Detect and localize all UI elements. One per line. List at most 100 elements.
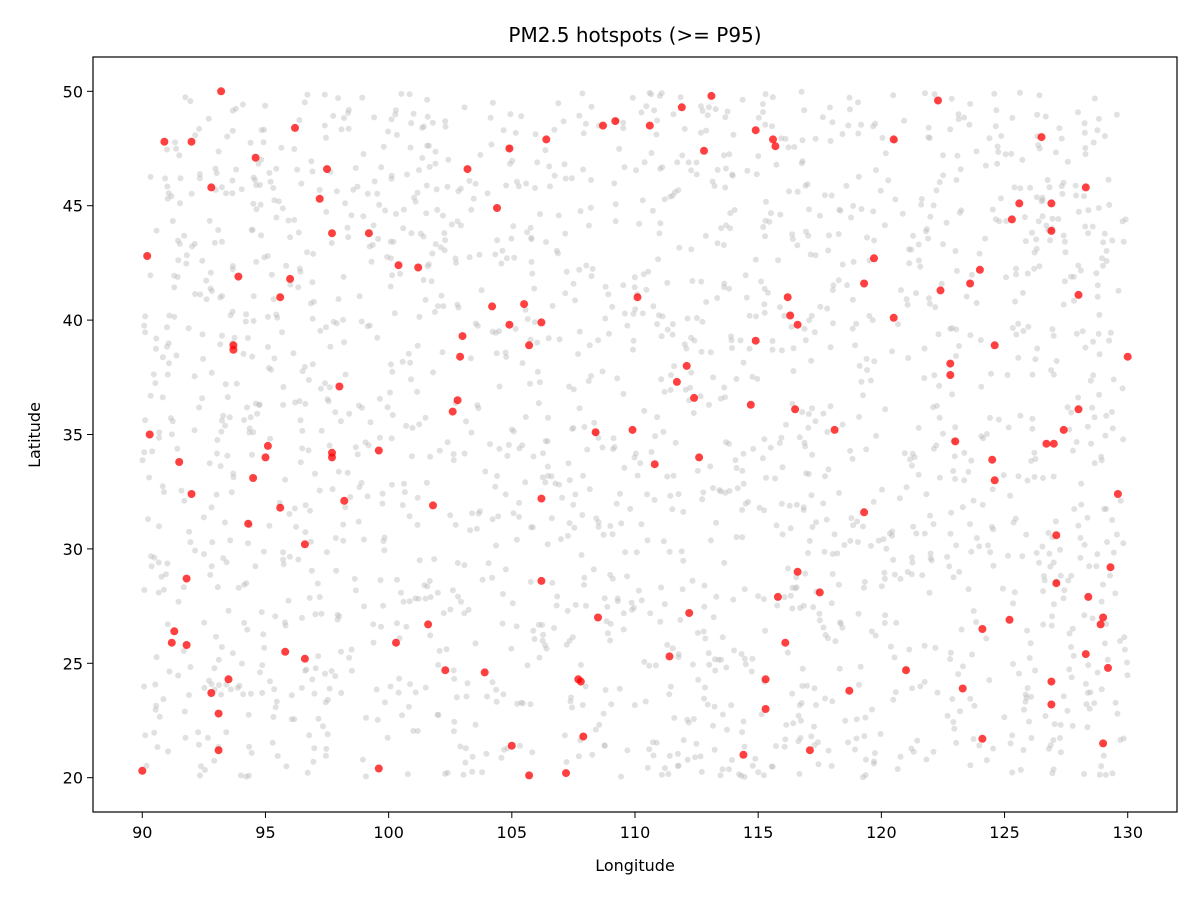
- background-point: [1045, 529, 1052, 536]
- background-point: [805, 471, 812, 477]
- background-point: [589, 751, 596, 758]
- background-point: [159, 483, 166, 490]
- background-point: [587, 204, 594, 211]
- background-point: [513, 623, 520, 630]
- background-point: [593, 515, 600, 522]
- background-point: [910, 523, 917, 530]
- background-point: [961, 477, 968, 484]
- background-point: [760, 596, 767, 603]
- background-point: [285, 217, 292, 224]
- background-point: [142, 417, 149, 424]
- hotspot-point: [328, 229, 336, 238]
- background-point: [1120, 735, 1127, 742]
- background-point: [869, 706, 875, 713]
- background-point: [748, 668, 755, 675]
- background-point: [714, 295, 721, 301]
- background-point: [961, 114, 968, 121]
- background-point: [742, 272, 749, 279]
- background-point: [905, 355, 912, 361]
- background-point: [305, 447, 312, 454]
- background-point: [156, 434, 162, 441]
- background-point: [970, 736, 977, 742]
- background-point: [211, 757, 218, 764]
- background-point: [727, 210, 734, 217]
- background-point: [805, 411, 812, 417]
- background-point: [529, 524, 536, 531]
- background-point: [241, 581, 248, 588]
- background-point: [429, 250, 436, 257]
- background-point: [332, 535, 339, 541]
- background-point: [711, 746, 718, 753]
- background-point: [700, 628, 707, 635]
- background-point: [345, 109, 352, 116]
- background-point: [610, 446, 616, 453]
- background-point: [165, 748, 171, 755]
- background-point: [944, 712, 951, 719]
- background-point: [159, 394, 166, 401]
- background-point: [908, 462, 915, 469]
- background-point: [875, 537, 882, 544]
- hotspot-point: [1037, 133, 1046, 142]
- background-point: [482, 468, 489, 475]
- background-point: [940, 152, 946, 159]
- background-point: [1073, 330, 1080, 337]
- background-point: [1038, 198, 1045, 205]
- background-point: [345, 125, 352, 132]
- background-point: [425, 261, 432, 268]
- background-point: [1094, 282, 1101, 289]
- background-point: [967, 521, 973, 528]
- background-point: [305, 376, 312, 383]
- background-point: [968, 271, 975, 278]
- hotspot-points-layer: [138, 87, 1132, 780]
- background-point: [154, 744, 161, 751]
- hotspot-point: [988, 455, 997, 464]
- background-point: [878, 583, 885, 590]
- background-point: [356, 402, 362, 409]
- background-point: [523, 180, 530, 187]
- background-point: [906, 260, 913, 267]
- background-point: [761, 301, 768, 308]
- background-point: [976, 742, 983, 749]
- background-point: [335, 468, 342, 475]
- background-point: [812, 135, 819, 142]
- background-point: [412, 595, 419, 602]
- background-point: [641, 407, 648, 414]
- background-point: [360, 536, 367, 543]
- background-point: [732, 457, 739, 464]
- background-point: [618, 520, 625, 527]
- background-point: [867, 377, 874, 384]
- background-point: [721, 559, 728, 566]
- background-point: [1049, 215, 1056, 222]
- hotspot-point: [628, 425, 637, 434]
- background-point: [986, 135, 993, 142]
- background-point: [377, 577, 384, 584]
- hotspot-point: [576, 677, 585, 686]
- background-point: [990, 526, 997, 533]
- background-point: [730, 131, 737, 138]
- background-point: [607, 523, 614, 529]
- background-point: [1082, 151, 1089, 158]
- background-point: [1032, 356, 1039, 363]
- background-point: [356, 293, 363, 300]
- background-point: [926, 135, 933, 141]
- background-point: [599, 444, 606, 451]
- background-point: [571, 524, 578, 531]
- background-point: [639, 197, 646, 204]
- background-point: [890, 696, 897, 703]
- background-point: [944, 553, 951, 560]
- background-point: [214, 437, 221, 443]
- background-point: [612, 201, 619, 208]
- background-point: [258, 127, 265, 133]
- background-point: [271, 197, 278, 204]
- background-point: [829, 698, 836, 705]
- background-point: [152, 681, 159, 688]
- background-point: [815, 761, 822, 768]
- background-point: [175, 598, 182, 605]
- background-point: [208, 288, 215, 294]
- background-point: [856, 362, 863, 369]
- background-point: [447, 512, 454, 519]
- background-point: [799, 409, 806, 416]
- background-point: [451, 718, 458, 725]
- background-point: [1007, 492, 1014, 499]
- background-point: [1007, 740, 1014, 747]
